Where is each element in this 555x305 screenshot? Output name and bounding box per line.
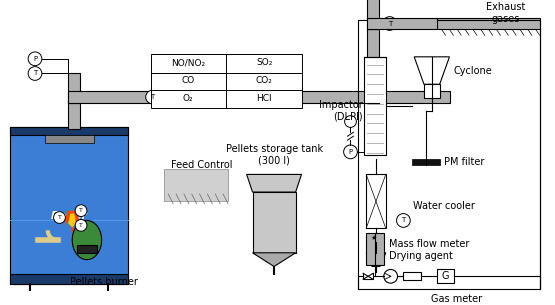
- Text: T: T: [79, 223, 83, 228]
- Text: T: T: [387, 20, 392, 27]
- Text: P: P: [33, 56, 37, 62]
- Text: Gas meter: Gas meter: [431, 294, 482, 304]
- Bar: [11, 127, 128, 135]
- Circle shape: [75, 205, 87, 217]
- Text: SO₂: SO₂: [256, 58, 273, 67]
- Bar: [68, 74, 80, 103]
- Bar: [253, 192, 296, 253]
- Polygon shape: [366, 253, 386, 267]
- Text: T: T: [58, 215, 62, 220]
- Bar: [437, 18, 539, 29]
- Text: CO: CO: [181, 76, 194, 85]
- Polygon shape: [246, 174, 301, 192]
- Bar: [164, 169, 228, 201]
- Bar: [68, 100, 80, 129]
- Ellipse shape: [72, 221, 102, 260]
- Bar: [77, 245, 97, 253]
- Bar: [11, 274, 128, 284]
- Text: P: P: [349, 149, 352, 155]
- Text: Feed Control: Feed Control: [171, 160, 233, 170]
- Bar: [437, 269, 455, 283]
- Text: NO/NO₂: NO/NO₂: [171, 58, 205, 67]
- Circle shape: [383, 17, 397, 30]
- Text: Drying agent: Drying agent: [388, 251, 452, 261]
- Text: CO₂: CO₂: [256, 76, 273, 85]
- Circle shape: [54, 212, 65, 223]
- Text: Cyclone: Cyclone: [453, 66, 492, 76]
- Bar: [11, 127, 128, 284]
- Bar: [367, 0, 379, 29]
- Text: HCl: HCl: [256, 94, 272, 103]
- Bar: [45, 135, 94, 143]
- Polygon shape: [414, 57, 450, 84]
- Text: Mass flow meter: Mass flow meter: [388, 239, 469, 249]
- Text: Pellets burner: Pellets burner: [69, 277, 138, 287]
- Bar: [403, 272, 421, 280]
- Bar: [367, 29, 379, 103]
- Circle shape: [28, 52, 42, 66]
- Circle shape: [384, 269, 397, 283]
- Text: ★: ★: [371, 235, 377, 241]
- Text: Impactor
(DLPI): Impactor (DLPI): [319, 100, 362, 121]
- Text: T: T: [33, 70, 37, 77]
- Text: Boiler: Boiler: [51, 210, 88, 221]
- Bar: [366, 233, 384, 264]
- Text: O₂: O₂: [183, 94, 193, 103]
- Text: G: G: [442, 271, 450, 281]
- Circle shape: [75, 220, 87, 231]
- Polygon shape: [253, 253, 296, 267]
- Text: Pellets storage tank
(300 l): Pellets storage tank (300 l): [225, 144, 322, 166]
- Text: T: T: [150, 94, 155, 100]
- Bar: [359, 20, 539, 289]
- Bar: [412, 159, 440, 165]
- Bar: [424, 84, 440, 98]
- Circle shape: [28, 66, 42, 80]
- Circle shape: [344, 145, 357, 159]
- Bar: [364, 57, 386, 155]
- Circle shape: [397, 214, 410, 227]
- Text: T: T: [79, 208, 83, 213]
- Text: PM filter: PM filter: [443, 157, 484, 167]
- Circle shape: [345, 116, 356, 127]
- Circle shape: [146, 90, 159, 104]
- Text: T: T: [401, 217, 406, 224]
- Text: Exhaust
gases: Exhaust gases: [486, 2, 525, 23]
- Polygon shape: [68, 214, 76, 227]
- Bar: [367, 18, 437, 29]
- Bar: [366, 174, 386, 228]
- Text: Water cooler: Water cooler: [413, 201, 475, 211]
- Bar: [68, 91, 451, 103]
- Polygon shape: [64, 211, 80, 233]
- Bar: [150, 54, 302, 108]
